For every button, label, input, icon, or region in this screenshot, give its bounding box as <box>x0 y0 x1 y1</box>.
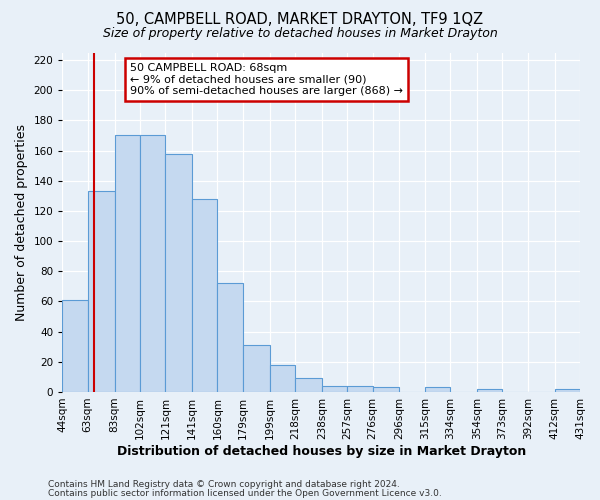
Bar <box>140 136 166 392</box>
Text: Size of property relative to detached houses in Market Drayton: Size of property relative to detached ho… <box>103 28 497 40</box>
Bar <box>166 154 192 392</box>
Bar <box>217 284 243 392</box>
X-axis label: Distribution of detached houses by size in Market Drayton: Distribution of detached houses by size … <box>116 444 526 458</box>
Text: 50 CAMPBELL ROAD: 68sqm
← 9% of detached houses are smaller (90)
90% of semi-det: 50 CAMPBELL ROAD: 68sqm ← 9% of detached… <box>130 62 403 96</box>
Bar <box>347 386 373 392</box>
Bar <box>88 192 115 392</box>
Bar <box>295 378 322 392</box>
Bar <box>269 365 295 392</box>
Bar <box>425 388 450 392</box>
Bar <box>243 345 269 392</box>
Bar <box>554 389 580 392</box>
Text: Contains HM Land Registry data © Crown copyright and database right 2024.: Contains HM Land Registry data © Crown c… <box>48 480 400 489</box>
Bar <box>373 388 400 392</box>
Bar <box>322 386 347 392</box>
Bar <box>477 389 502 392</box>
Bar <box>192 199 217 392</box>
Y-axis label: Number of detached properties: Number of detached properties <box>15 124 28 320</box>
Bar <box>115 136 140 392</box>
Text: 50, CAMPBELL ROAD, MARKET DRAYTON, TF9 1QZ: 50, CAMPBELL ROAD, MARKET DRAYTON, TF9 1… <box>116 12 484 28</box>
Text: Contains public sector information licensed under the Open Government Licence v3: Contains public sector information licen… <box>48 488 442 498</box>
Bar <box>62 300 88 392</box>
